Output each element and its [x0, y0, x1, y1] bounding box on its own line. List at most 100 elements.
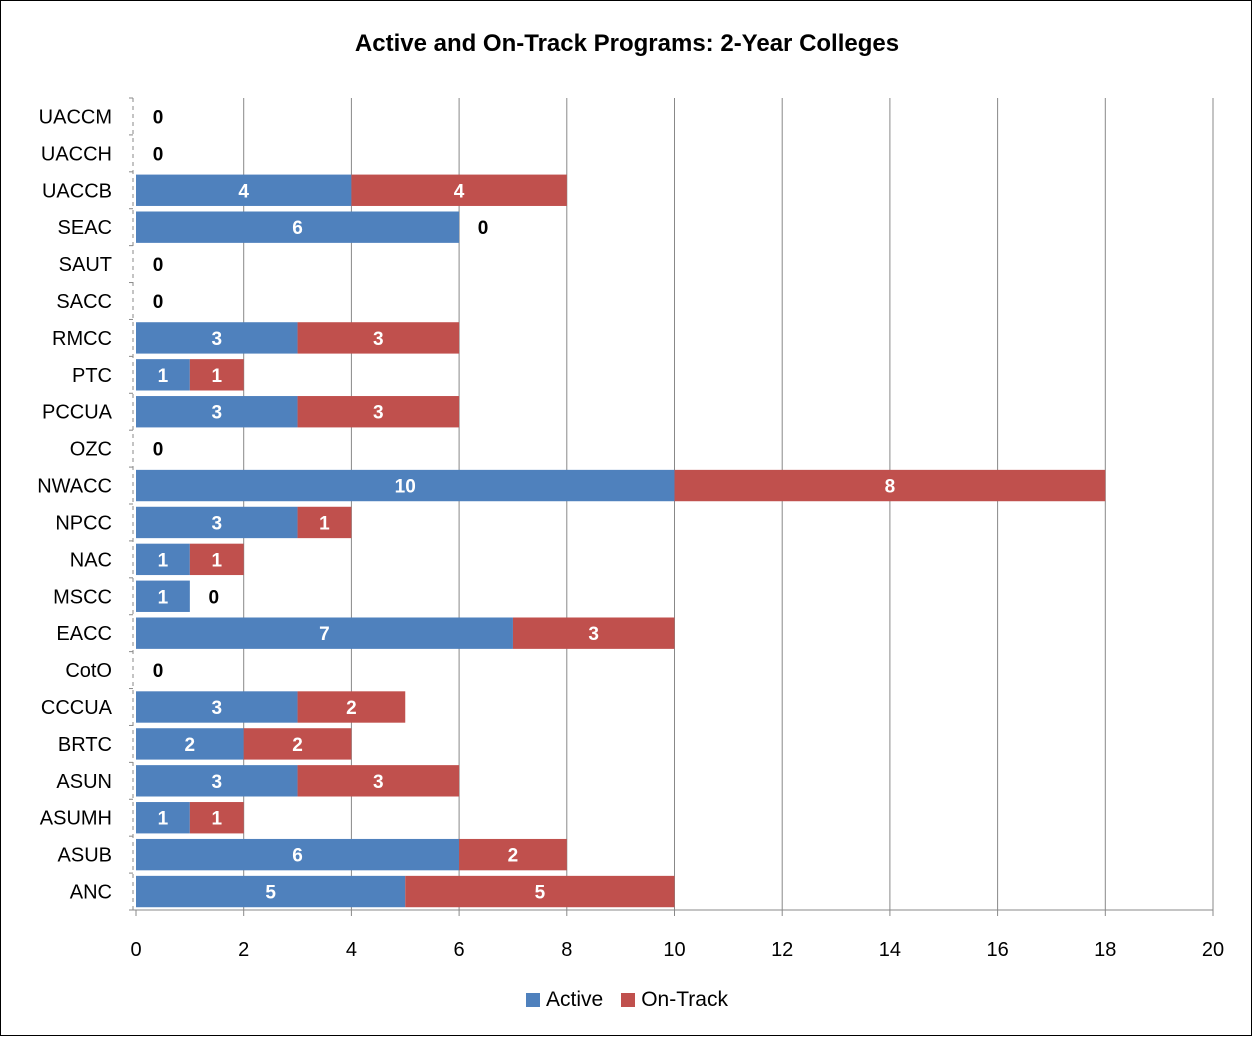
data-label: 3	[211, 329, 222, 350]
data-label: 1	[211, 366, 222, 387]
data-label: 6	[292, 846, 303, 867]
data-label: 3	[211, 698, 222, 719]
data-label: 0	[153, 255, 164, 276]
bar-active	[136, 322, 298, 354]
data-label: 3	[211, 513, 222, 534]
data-label: 1	[158, 587, 169, 608]
bar-on-track	[297, 765, 460, 797]
data-label: 3	[373, 403, 384, 424]
data-label: 1	[211, 550, 222, 571]
legend-item-active: Active	[526, 988, 603, 1012]
y-tick-label: RMCC	[52, 328, 112, 350]
bar-on-track	[297, 322, 460, 354]
bar-active	[136, 211, 460, 243]
chart-title: Active and On-Track Programs: 2-Year Col…	[354, 30, 900, 57]
x-tick-label: 16	[986, 939, 1008, 961]
data-label: 1	[158, 809, 169, 830]
data-label: 5	[265, 883, 276, 904]
legend-label-on-track: On-Track	[641, 988, 728, 1011]
data-label: 3	[373, 329, 384, 350]
data-label: 5	[535, 883, 546, 904]
data-label: 0	[209, 587, 220, 608]
legend-label-active: Active	[546, 988, 604, 1011]
bar-on-track	[405, 875, 675, 908]
data-label: 1	[211, 809, 222, 830]
legend-item-on-track: On-Track	[621, 988, 728, 1012]
bar-on-track	[351, 174, 567, 206]
y-tick-label: CotO	[65, 660, 112, 682]
data-label: 1	[319, 513, 330, 534]
legend-swatch-active	[526, 993, 541, 1007]
y-tick-label: MSCC	[53, 586, 112, 608]
x-tick-label: 18	[1094, 939, 1116, 961]
x-tick-label: 20	[1202, 939, 1224, 961]
y-tick-label: PCCUA	[42, 402, 113, 424]
legend: Active On-Track	[0, 988, 1254, 1012]
bar-on-track	[243, 728, 352, 760]
data-label: 2	[346, 698, 357, 719]
bar-on-track	[189, 802, 244, 834]
y-tick-label: SAUT	[59, 254, 112, 276]
bar-active	[136, 469, 675, 502]
data-label: 6	[292, 218, 303, 239]
bar-active	[136, 691, 298, 723]
data-label: 0	[153, 144, 164, 165]
data-label: 0	[153, 292, 164, 313]
bar-active	[136, 875, 406, 908]
data-label: 3	[373, 772, 384, 793]
data-label: 0	[153, 440, 164, 461]
x-tick-label: 0	[130, 939, 141, 961]
bar-on-track	[297, 691, 406, 723]
data-label: 10	[395, 477, 416, 498]
x-tick-label: 6	[454, 939, 465, 961]
bar-active	[136, 838, 460, 871]
x-tick-label: 14	[879, 939, 901, 961]
y-tick-label: SEAC	[58, 217, 112, 239]
bar-active	[136, 617, 513, 649]
bar-active	[136, 174, 352, 206]
bar-active	[136, 765, 298, 797]
y-tick-label: ASUN	[56, 771, 112, 793]
y-tick-label: SACC	[56, 291, 112, 313]
x-tick-label: 2	[238, 939, 249, 961]
y-tick-label: NAC	[70, 549, 112, 571]
bar-on-track	[297, 506, 352, 539]
y-tick-label: UACCM	[39, 106, 112, 128]
bar-active	[136, 396, 298, 428]
data-label: 2	[185, 735, 196, 756]
bar-active	[136, 728, 244, 760]
y-tick-label: BRTC	[58, 734, 112, 756]
y-tick-label: UACCB	[42, 180, 112, 202]
y-tick-label: NPCC	[55, 512, 112, 534]
data-label: 2	[292, 735, 303, 756]
data-label: 4	[238, 181, 249, 202]
bar-active	[136, 802, 190, 834]
data-label: 1	[158, 366, 169, 387]
data-label: 2	[508, 846, 519, 867]
y-tick-label: ASUMH	[40, 808, 112, 830]
x-tick-label: 12	[771, 939, 793, 961]
legend-swatch-on-track	[621, 993, 636, 1007]
data-label: 3	[211, 403, 222, 424]
bar-on-track	[674, 469, 1106, 502]
data-label: 4	[454, 181, 465, 202]
bar-on-track	[189, 543, 244, 576]
data-label: 0	[478, 218, 489, 239]
bar-on-track	[512, 617, 675, 649]
x-tick-label: 4	[346, 939, 357, 961]
bar-active	[136, 543, 190, 576]
y-tick-label: PTC	[72, 365, 112, 387]
bar-on-track	[459, 838, 567, 871]
y-tick-label: EACC	[56, 623, 112, 645]
bar-active	[136, 506, 298, 539]
y-tick-label: NWACC	[37, 476, 112, 498]
y-tick-label: ANC	[70, 882, 112, 904]
y-tick-label: ASUB	[58, 845, 112, 867]
x-tick-label: 8	[561, 939, 572, 961]
bar-on-track	[297, 396, 460, 428]
y-tick-label: CCCUA	[41, 697, 113, 719]
bar-on-track	[189, 359, 244, 391]
x-tick-label: 10	[663, 939, 685, 961]
data-label: 0	[153, 661, 164, 682]
